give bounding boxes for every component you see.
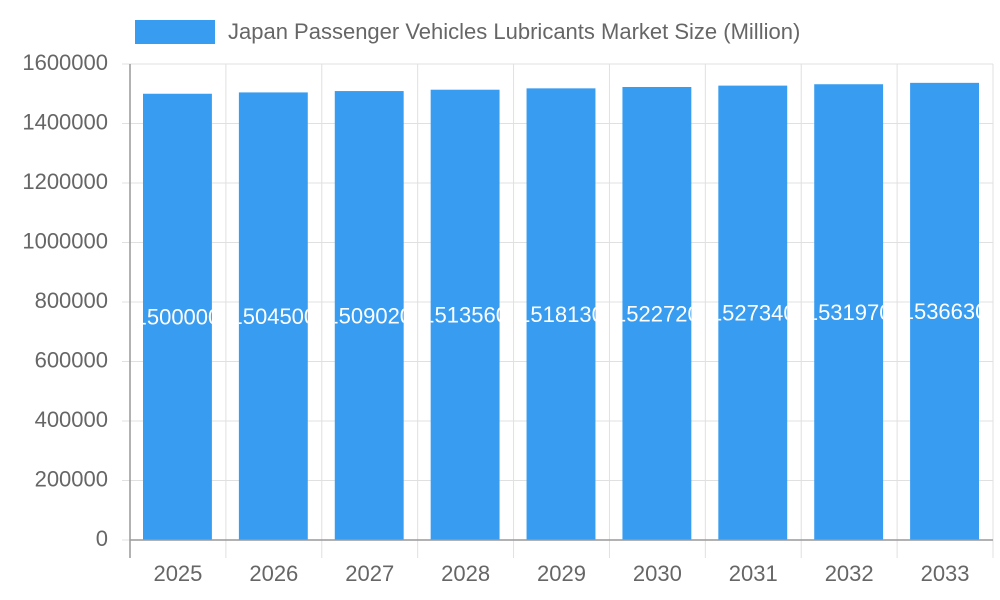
y-tick-label: 200000	[35, 466, 108, 491]
x-tick-label: 2029	[537, 561, 586, 586]
x-tick-label: 2028	[441, 561, 490, 586]
y-tick-label: 0	[96, 526, 108, 551]
y-tick-label: 1200000	[22, 169, 108, 194]
bar	[143, 93, 212, 540]
bar	[910, 82, 979, 541]
y-tick-label: 1600000	[22, 50, 108, 75]
x-tick-label: 2027	[345, 561, 394, 586]
bar	[334, 91, 404, 540]
data-label: 1504500	[231, 304, 317, 329]
data-label: 1536630	[902, 299, 988, 324]
legend-swatch	[135, 20, 215, 44]
data-label: 1518130	[518, 302, 604, 327]
x-tick-label: 2026	[249, 561, 298, 586]
x-tick-label: 2030	[633, 561, 682, 586]
x-tick-label: 2025	[153, 561, 202, 586]
legend-label: Japan Passenger Vehicles Lubricants Mark…	[228, 19, 800, 44]
bar	[238, 92, 308, 540]
x-tick-label: 2031	[729, 561, 778, 586]
data-label: 1513560	[422, 303, 508, 328]
bar	[718, 85, 788, 541]
data-label: 1527340	[710, 301, 796, 326]
data-label: 1522720	[614, 301, 700, 326]
bar	[622, 86, 692, 541]
bar	[526, 88, 596, 540]
y-tick-label: 800000	[35, 288, 108, 313]
y-tick-label: 1400000	[22, 109, 108, 134]
y-tick-label: 600000	[35, 347, 108, 372]
y-tick-label: 1000000	[22, 228, 108, 253]
y-tick-label: 400000	[35, 407, 108, 432]
data-label: 1500000	[135, 305, 221, 330]
bar	[430, 89, 500, 541]
x-tick-label: 2033	[921, 561, 970, 586]
x-tick-label: 2032	[825, 561, 874, 586]
data-label: 1531970	[806, 300, 892, 325]
data-label: 1509020	[326, 303, 412, 328]
bar	[814, 84, 884, 540]
